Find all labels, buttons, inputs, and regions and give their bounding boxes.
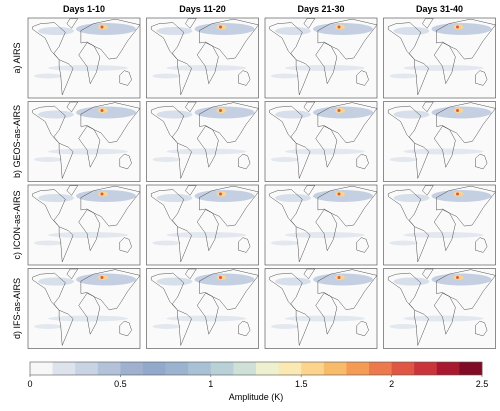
colorbar-segment xyxy=(120,362,144,375)
row-label: c) ICON-as-AIRS xyxy=(12,190,22,259)
colorbar-segment xyxy=(233,362,257,375)
colorbar-segment xyxy=(414,362,438,375)
panel-frame xyxy=(27,101,141,182)
colorbar-frame xyxy=(29,361,483,376)
map-panel xyxy=(383,184,496,266)
map-panel xyxy=(383,101,496,182)
panel-frame xyxy=(383,101,496,182)
panel-frame xyxy=(146,184,259,266)
colorbar-segment xyxy=(369,362,392,375)
column-title: Days 31-40 xyxy=(416,4,463,14)
colorbar-segment xyxy=(52,362,76,375)
colorbar-segment xyxy=(436,362,460,375)
map-panel xyxy=(146,184,259,266)
panel-frame xyxy=(264,268,378,349)
row-label: a) AIRS xyxy=(12,42,22,73)
colorbar-tick-label: 2 xyxy=(389,379,394,389)
column-title: Days 11-20 xyxy=(179,4,226,14)
map-panel xyxy=(27,184,141,266)
colorbar-label: Amplitude (K) xyxy=(229,392,284,402)
colorbar-segment xyxy=(30,362,53,375)
map-panel xyxy=(146,101,259,182)
colorbar-segment xyxy=(97,362,121,375)
column-title: Days 1-10 xyxy=(63,4,105,14)
colorbar-tick-label: 0 xyxy=(27,379,32,389)
column-title: Days 21-30 xyxy=(297,4,344,14)
panel-frame xyxy=(383,17,496,99)
map-panel xyxy=(264,101,378,182)
colorbar-tick-label: 2.5 xyxy=(476,379,489,389)
panel-frame xyxy=(146,268,259,349)
colorbar-tick-label: 1 xyxy=(208,379,213,389)
map-panel xyxy=(146,268,259,349)
colorbar-segment xyxy=(323,362,347,375)
map-panel xyxy=(264,184,378,266)
colorbar-segment xyxy=(301,362,325,375)
colorbar-segment xyxy=(143,362,166,375)
panel-frame xyxy=(383,184,496,266)
colorbar-segment xyxy=(165,362,189,375)
colorbar-tick-label: 0.5 xyxy=(114,379,127,389)
panel-frame xyxy=(264,184,378,266)
colorbar-tick-label: 1.5 xyxy=(295,379,308,389)
colorbar-segment xyxy=(278,362,302,375)
panel-frame xyxy=(27,17,141,99)
colorbar-segment xyxy=(75,362,99,375)
colorbar-segment xyxy=(391,362,415,375)
colorbar-segment xyxy=(256,362,279,375)
row-label: d) IFS-as-AIRS xyxy=(12,278,22,339)
map-panel xyxy=(383,268,496,349)
map-panel xyxy=(27,268,141,349)
map-panel xyxy=(27,17,141,99)
map-panel xyxy=(27,101,141,182)
panel-frame xyxy=(264,17,378,99)
map-panel xyxy=(146,17,259,99)
row-label: b) GEOS-as-AIRS xyxy=(12,105,22,178)
panel-frame xyxy=(264,101,378,182)
map-panel xyxy=(264,268,378,349)
panel-frame xyxy=(383,268,496,349)
colorbar-segment xyxy=(346,362,370,375)
colorbar-segment xyxy=(188,362,212,375)
panel-frame xyxy=(27,268,141,349)
colorbar-segment xyxy=(210,362,234,375)
map-panel xyxy=(383,17,496,99)
map-panel xyxy=(264,17,378,99)
panel-frame xyxy=(146,17,259,99)
panel-frame xyxy=(146,101,259,182)
panel-frame xyxy=(27,184,141,266)
colorbar-segment xyxy=(459,362,483,375)
